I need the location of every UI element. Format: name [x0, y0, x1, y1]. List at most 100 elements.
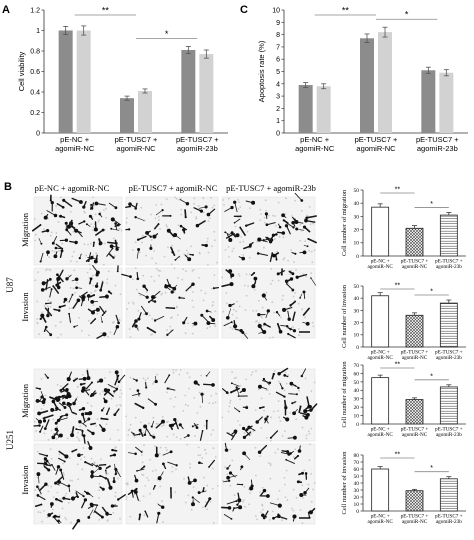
cell-body — [81, 294, 83, 297]
cell-body — [50, 502, 54, 506]
y-tick-label: 30 — [354, 214, 360, 220]
cell-body — [72, 411, 75, 414]
bar — [405, 490, 424, 512]
membrane-pore — [36, 300, 38, 303]
membrane-pore — [237, 208, 240, 210]
membrane-pore — [164, 446, 167, 449]
membrane-pore — [283, 389, 286, 392]
row-label-u251-migration: Migration — [20, 383, 30, 418]
membrane-pore — [69, 479, 72, 482]
membrane-pore — [214, 401, 217, 404]
membrane-pore — [209, 325, 211, 328]
cell-body — [130, 489, 134, 493]
membrane-pore — [273, 370, 276, 373]
membrane-pore — [76, 463, 79, 466]
x-tick-label-line: agomiR-23b — [177, 144, 218, 153]
membrane-pore — [66, 437, 69, 440]
membrane-pore — [48, 256, 51, 258]
panel-c-letter: C — [240, 4, 248, 16]
cell-body — [72, 379, 75, 382]
membrane-pore — [74, 291, 77, 294]
membrane-pore — [282, 294, 284, 297]
x-tick-label: pE-NC + agomiR-NC — [367, 427, 393, 439]
membrane-pore — [310, 427, 313, 430]
cell-body — [134, 215, 137, 219]
cell-body — [70, 225, 73, 228]
cell-body — [109, 244, 114, 249]
membrane-pore — [50, 485, 53, 488]
cell-body — [233, 222, 236, 224]
membrane-pore — [205, 452, 208, 455]
cell-body — [230, 391, 233, 394]
membrane-pore — [60, 333, 62, 336]
bar — [316, 86, 331, 133]
membrane-pore — [227, 246, 230, 248]
cell-body — [93, 241, 95, 244]
cell-body — [138, 392, 141, 395]
membrane-pore — [201, 457, 204, 459]
membrane-pore — [278, 489, 281, 492]
x-tick-label-line: agomiR-23b — [436, 264, 462, 270]
cell-body — [43, 457, 48, 461]
membrane-pore — [301, 308, 303, 311]
membrane-pore — [233, 377, 236, 380]
cell-body — [138, 433, 141, 436]
cell-body — [62, 496, 66, 500]
membrane-pore — [64, 516, 67, 519]
y-tick-label: 0 — [356, 422, 359, 428]
micrograph-row-labels: U87 U251 Migration Invasion Migration In… — [5, 212, 30, 494]
micrograph-image — [221, 267, 316, 339]
y-tick-label: 40 — [354, 481, 360, 487]
membrane-pore — [232, 322, 235, 325]
cell-body — [202, 490, 205, 493]
membrane-pore — [95, 425, 98, 427]
membrane-pore — [231, 250, 234, 253]
membrane-pore — [129, 376, 132, 379]
membrane-pore — [229, 326, 232, 329]
membrane-pore — [63, 473, 65, 476]
membrane-pore — [119, 293, 122, 296]
y-tick-label: 0 — [356, 254, 359, 260]
membrane-pore — [112, 511, 115, 514]
membrane-pore — [177, 249, 180, 252]
membrane-pore — [139, 421, 142, 424]
membrane-pore — [49, 305, 52, 308]
stained-cell — [153, 223, 160, 230]
cell-body — [51, 435, 56, 440]
cell-body — [113, 413, 117, 417]
membrane-pore — [171, 466, 174, 468]
cell-body — [74, 277, 79, 282]
cell-body — [208, 497, 212, 501]
cell-body — [129, 205, 131, 208]
membrane-pore — [156, 478, 159, 481]
cell-body — [47, 513, 52, 517]
stained-cell — [115, 314, 120, 324]
cell-body — [282, 219, 285, 222]
membrane-pore — [174, 196, 177, 199]
cell-body — [170, 290, 174, 294]
cell-body — [79, 383, 83, 386]
membrane-pore — [55, 232, 58, 234]
membrane-pore — [83, 210, 85, 213]
membrane-pore — [228, 405, 231, 408]
cell-body — [191, 502, 195, 507]
cell-body — [61, 205, 65, 209]
y-tick-label: 30 — [354, 488, 360, 494]
y-axis-label: Cell number of migration — [341, 361, 348, 428]
membrane-pore — [67, 501, 70, 504]
membrane-pore — [260, 397, 263, 400]
membrane-pore — [186, 443, 189, 446]
membrane-pore — [239, 384, 242, 387]
membrane-pore — [243, 499, 245, 501]
membrane-pore — [116, 477, 119, 480]
membrane-pore — [151, 257, 154, 260]
stained-cell — [137, 235, 147, 241]
y-tick-label: 10 — [272, 7, 280, 14]
membrane-pore — [145, 291, 148, 294]
cell-body — [205, 309, 209, 313]
membrane-pore — [183, 477, 185, 480]
stained-cell — [307, 238, 317, 244]
membrane-pore — [239, 241, 242, 244]
membrane-pore — [184, 394, 187, 397]
